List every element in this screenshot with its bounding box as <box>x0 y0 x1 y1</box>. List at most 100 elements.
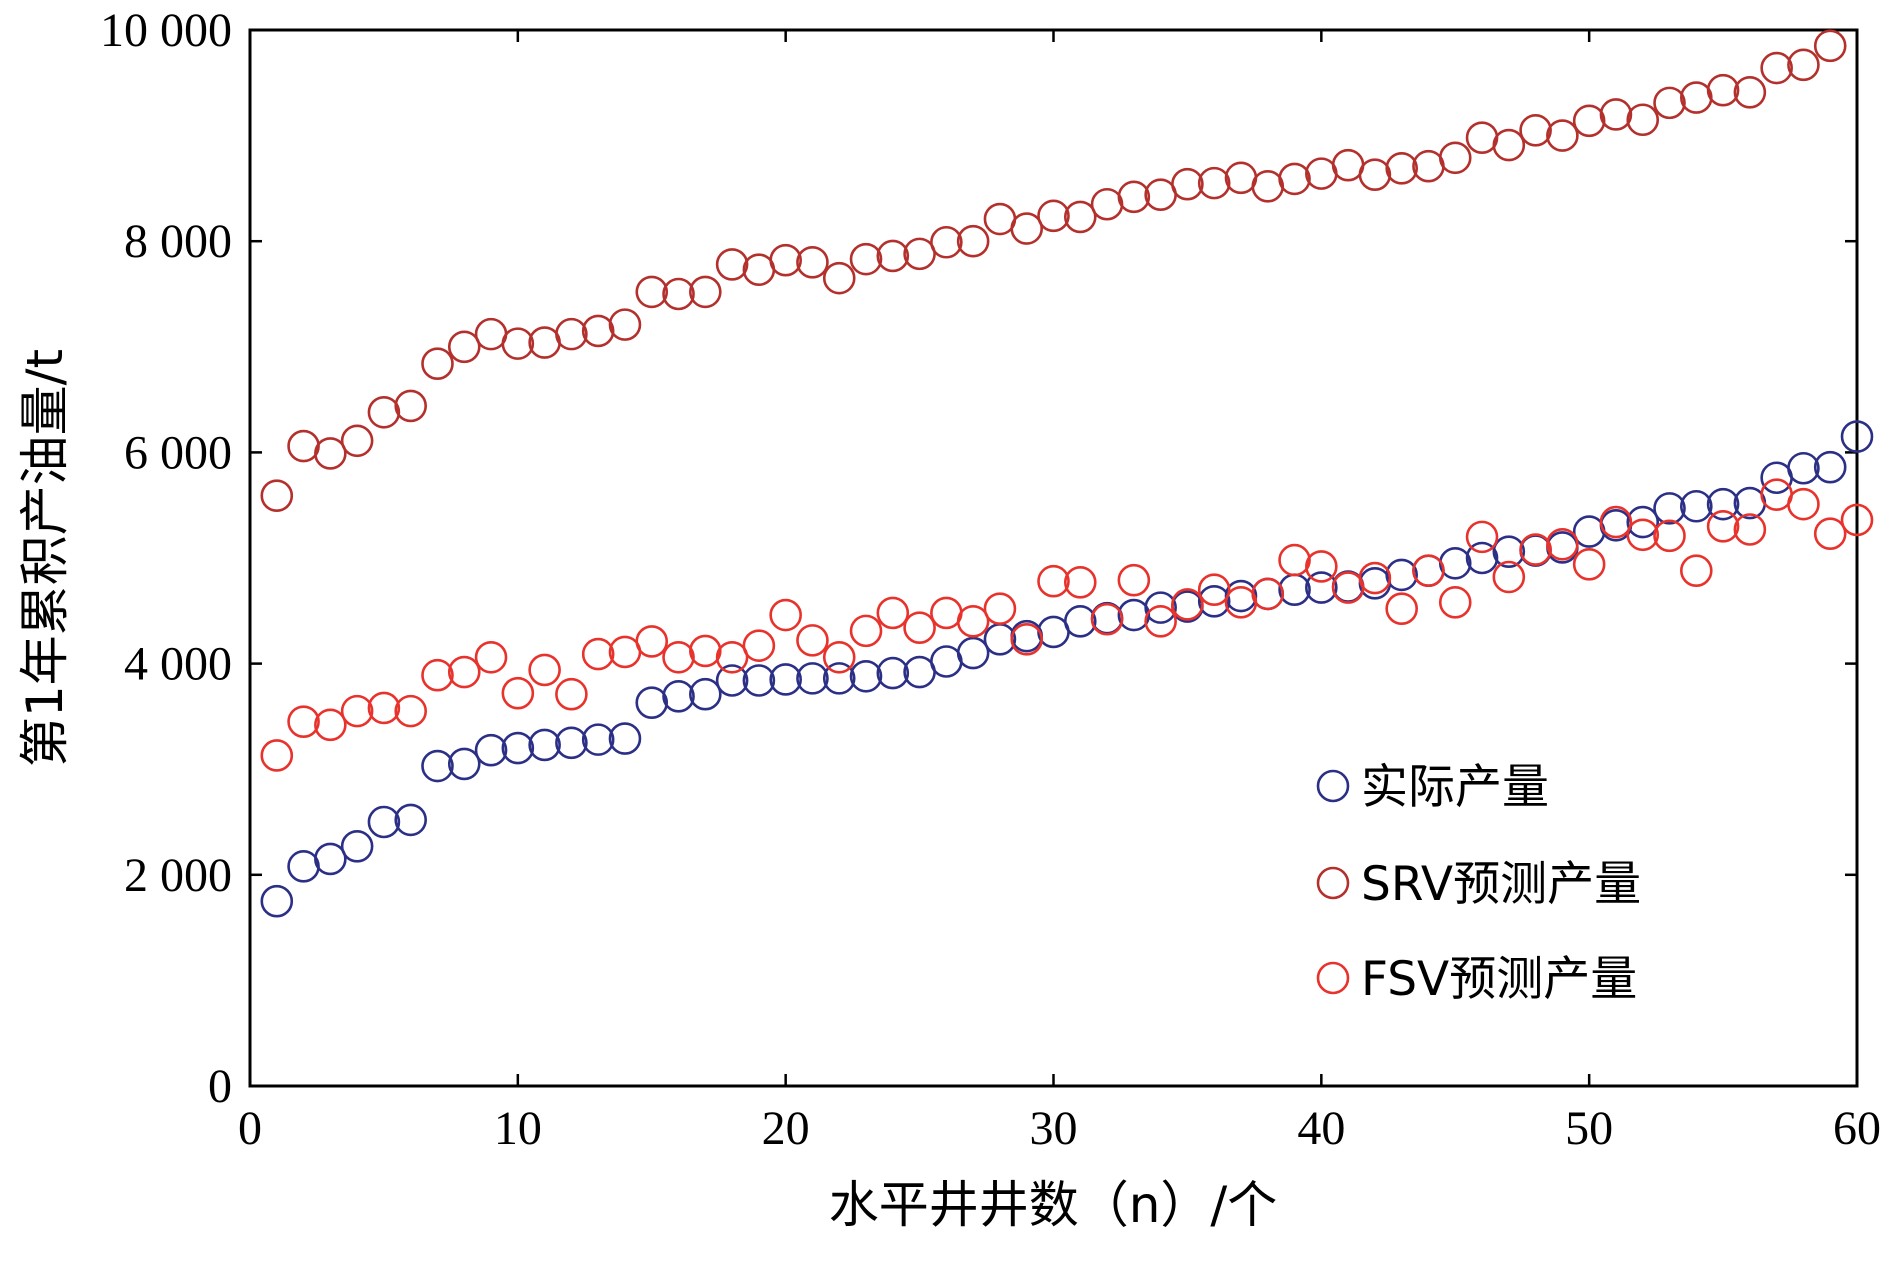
data-point-fsv <box>1680 554 1713 587</box>
data-point-srv <box>1278 162 1311 196</box>
data-point-actual <box>528 728 561 762</box>
data-point-actual <box>1840 420 1874 453</box>
data-point-actual <box>1787 451 1820 485</box>
data-point-srv <box>1385 152 1418 185</box>
data-point-fsv <box>1653 519 1686 553</box>
data-point-fsv <box>555 677 588 711</box>
data-point-actual <box>1278 573 1311 606</box>
data-point-srv <box>983 202 1017 236</box>
data-point-fsv <box>662 640 695 674</box>
data-point-fsv <box>528 653 561 687</box>
x-tick-label: 50 <box>1565 1102 1613 1155</box>
data-point-srv <box>1546 119 1579 152</box>
data-point-fsv <box>742 629 776 662</box>
data-point-fsv <box>1519 533 1552 566</box>
data-point-actual <box>1171 590 1204 623</box>
data-point-srv <box>528 326 561 359</box>
data-point-srv <box>367 395 401 429</box>
data-point-srv <box>715 248 749 281</box>
data-point-srv <box>1519 114 1552 147</box>
data-point-actual <box>581 723 615 756</box>
data-points <box>260 29 1874 918</box>
data-point-srv <box>1465 121 1499 155</box>
data-point-actual <box>849 659 883 693</box>
data-point-srv <box>608 308 642 341</box>
data-point-actual <box>421 749 454 783</box>
data-point-actual <box>314 842 347 876</box>
x-tick-label: 30 <box>1030 1102 1078 1155</box>
data-point-fsv <box>1465 520 1499 554</box>
data-point-fsv <box>715 640 749 674</box>
data-point-fsv <box>983 592 1017 625</box>
data-point-fsv <box>1546 527 1579 561</box>
x-axis-title: 水平井井数（n）/个 <box>829 1176 1278 1234</box>
data-point-srv <box>421 347 454 380</box>
x-tick-label: 60 <box>1833 1102 1881 1155</box>
axis-ticks <box>248 28 1859 1088</box>
data-point-srv <box>1653 86 1686 120</box>
data-point-srv <box>1438 141 1472 175</box>
series-srv <box>260 29 1847 512</box>
data-point-srv <box>1063 200 1097 234</box>
data-point-actual <box>1385 558 1418 592</box>
data-point-fsv <box>340 694 374 728</box>
data-point-fsv <box>956 605 990 638</box>
data-point-srv <box>1305 157 1338 190</box>
data-point-actual <box>1492 535 1526 568</box>
data-point-fsv <box>1010 623 1044 656</box>
x-tick-label: 10 <box>494 1102 542 1155</box>
data-point-fsv <box>581 637 615 671</box>
data-point-srv <box>635 275 669 309</box>
legend: 实际产量 SRV预测产量 FSV预测产量 <box>1316 760 1641 1007</box>
data-point-srv <box>1492 128 1526 162</box>
data-point-srv <box>1171 167 1204 201</box>
data-point-fsv <box>1599 505 1633 539</box>
data-point-fsv <box>394 694 428 728</box>
x-tick-label: 20 <box>762 1102 810 1155</box>
data-point-srv <box>662 277 695 311</box>
data-point-actual <box>608 722 642 755</box>
data-point-fsv <box>1626 518 1660 552</box>
data-point-actual <box>876 656 910 690</box>
y-axis-title: 第1年累积产油量/t <box>16 349 74 767</box>
data-point-actual <box>742 664 776 697</box>
legend-marker-srv <box>1316 866 1350 900</box>
x-tick-label: 40 <box>1297 1102 1345 1155</box>
y-tick-label: 10 000 <box>100 4 232 57</box>
data-point-fsv <box>1706 510 1740 543</box>
data-point-fsv <box>1251 577 1285 611</box>
data-point-fsv <box>314 708 347 742</box>
data-point-actual <box>930 645 963 678</box>
axis-tick-labels: 0 10 20 30 40 50 60 0 2 000 4 000 6 000 8 000 10 000 <box>100 4 1881 1155</box>
data-point-fsv <box>930 596 963 630</box>
y-tick-label: 0 <box>208 1060 232 1113</box>
data-point-actual <box>555 726 588 760</box>
y-tick-label: 8 000 <box>124 215 232 268</box>
data-point-srv <box>689 275 722 309</box>
data-point-srv <box>1599 98 1633 131</box>
data-point-actual <box>715 664 749 697</box>
legend-item-actual: 实际产量 <box>1316 760 1549 815</box>
legend-label-fsv: FSV预测产量 <box>1361 952 1637 1007</box>
data-point-srv <box>1331 148 1365 182</box>
data-point-fsv <box>903 611 936 644</box>
data-point-srv <box>1090 187 1124 221</box>
data-point-srv <box>555 317 588 351</box>
data-point-actual <box>1305 571 1338 604</box>
data-point-actual <box>394 803 428 837</box>
data-point-srv <box>287 429 320 463</box>
data-point-actual <box>1144 591 1177 624</box>
data-point-srv <box>903 237 936 271</box>
data-point-fsv <box>1840 503 1874 537</box>
data-point-fsv <box>1733 513 1767 546</box>
plot-frame <box>248 28 1859 1088</box>
data-point-fsv <box>1787 487 1820 521</box>
data-point-actual <box>1706 487 1740 521</box>
data-point-srv <box>260 479 294 512</box>
data-point-fsv <box>1224 586 1258 619</box>
data-point-actual <box>260 884 294 918</box>
data-point-actual <box>796 662 829 695</box>
data-point-srv <box>822 261 856 295</box>
data-point-srv <box>581 314 615 348</box>
